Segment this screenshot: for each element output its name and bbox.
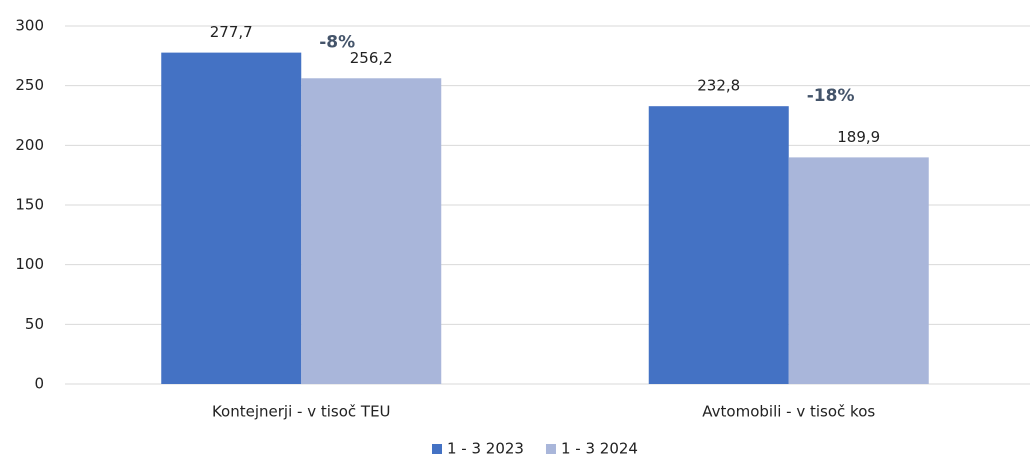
legend-swatch <box>432 444 442 454</box>
y-tick-label: 150 <box>15 196 44 214</box>
y-tick-label: 100 <box>15 255 44 273</box>
x-tick-label: Avtomobili - v tisoč kos <box>702 403 875 421</box>
y-tick-label: 200 <box>15 136 44 154</box>
y-tick-label: 300 <box>15 17 44 35</box>
value-label: 232,8 <box>697 77 740 95</box>
y-tick-label: 0 <box>34 375 44 393</box>
legend-label: 1 - 3 2023 <box>447 440 524 458</box>
annotation: -18% <box>807 86 855 106</box>
x-tick-label: Kontejnerji - v tisoč TEU <box>212 403 391 421</box>
legend-swatch <box>545 444 556 454</box>
annotation: -8% <box>319 33 355 53</box>
value-label: 277,7 <box>210 23 253 41</box>
bar <box>648 106 789 384</box>
bar <box>301 78 442 384</box>
bar <box>788 157 929 384</box>
bar <box>161 52 302 385</box>
y-tick-label: 50 <box>25 315 44 333</box>
legend-label: 1 - 3 2024 <box>561 440 638 458</box>
value-label: 189,9 <box>837 128 880 146</box>
value-label: 256,2 <box>350 49 393 67</box>
y-tick-label: 250 <box>15 76 44 94</box>
